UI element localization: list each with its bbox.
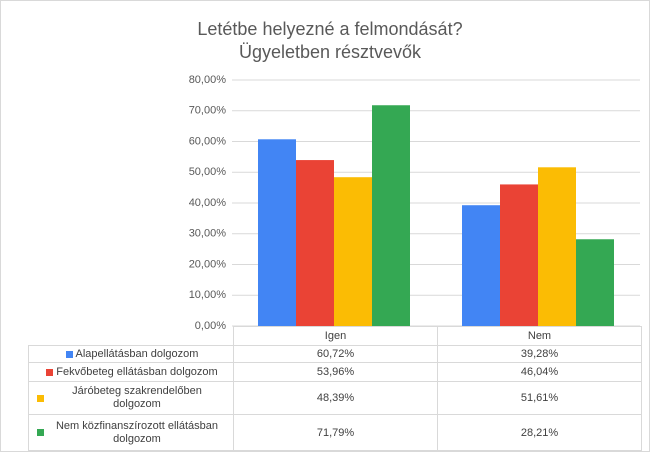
bar — [258, 139, 296, 326]
y-tick-label: 80,00% — [189, 74, 227, 86]
table-row: Nem közfinanszírozott ellátásban dolgozo… — [28, 414, 642, 451]
bar — [538, 167, 576, 326]
legend-cell: Fekvőbeteg ellátásban dolgozom — [28, 362, 234, 382]
y-tick-label: 0,00% — [195, 320, 226, 332]
y-tick-label: 40,00% — [189, 197, 227, 209]
y-tick-label: 60,00% — [189, 135, 227, 147]
legend-swatch — [37, 394, 44, 402]
legend-swatch — [37, 429, 44, 436]
legend-item: Járóbeteg szakrendelőben dolgozom — [29, 385, 233, 411]
table-value: 28,21% — [437, 414, 642, 451]
table-value: 46,04% — [437, 362, 642, 382]
table-row: Járóbeteg szakrendelőben dolgozom 48,39% 5… — [28, 381, 642, 415]
legend-item: Nem közfinanszírozott ellátásban dolgozo… — [29, 420, 233, 446]
x-tick-label: Nem — [437, 326, 642, 346]
bar — [296, 160, 334, 326]
legend-cell: Nem közfinanszírozott ellátásban dolgozo… — [28, 414, 234, 451]
table-value: 71,79% — [233, 414, 438, 451]
chart-title: Letétbe helyezné a felmondását? — [197, 19, 462, 39]
legend-label: Fekvőbeteg ellátásban dolgozom — [56, 365, 218, 378]
y-tick-label: 50,00% — [189, 166, 227, 178]
legend-cell: Járóbeteg szakrendelőben dolgozom — [28, 381, 234, 415]
x-tick-label: Igen — [233, 326, 438, 346]
y-tick-label: 30,00% — [189, 228, 227, 240]
y-tick-label: 20,00% — [189, 258, 227, 270]
bar — [334, 177, 372, 326]
table-row: Alapellátásban dolgozom 60,72% 39,28% — [28, 345, 642, 363]
table-value: 60,72% — [233, 345, 438, 363]
legend-label: Alapellátásban dolgozom — [75, 347, 199, 360]
bar — [462, 205, 500, 326]
table-header-row: Igen Nem — [29, 326, 642, 346]
chart-subtitle: Ügyeletben résztvevők — [239, 42, 422, 62]
legend-label: Nem közfinanszírozott ellátásban dolgozo… — [55, 419, 219, 445]
legend-swatch — [65, 350, 73, 358]
table-value: 48,39% — [233, 381, 438, 415]
legend-item: Alapellátásban dolgozom — [29, 348, 233, 361]
bar — [372, 105, 410, 326]
table-value: 53,96% — [233, 362, 438, 382]
table-value: 39,28% — [437, 345, 642, 363]
legend-item: Fekvőbeteg ellátásban dolgozom — [29, 366, 233, 379]
legend-cell: Alapellátásban dolgozom — [28, 345, 234, 363]
y-tick-label: 70,00% — [189, 105, 227, 117]
legend-label: Járóbeteg szakrendelőben dolgozom — [72, 385, 202, 410]
y-tick-label: 10,00% — [189, 289, 227, 301]
legend-swatch — [46, 368, 54, 376]
table-value: 51,61% — [437, 381, 642, 415]
table-corner — [29, 327, 234, 346]
data-table: Igen Nem Alapellátásban dolgozom 60,72% 39,2… — [28, 326, 642, 451]
bar — [500, 184, 538, 326]
table-row: Fekvőbeteg ellátásban dolgozom 53,96% 46,0… — [28, 362, 642, 382]
bar — [576, 239, 614, 326]
